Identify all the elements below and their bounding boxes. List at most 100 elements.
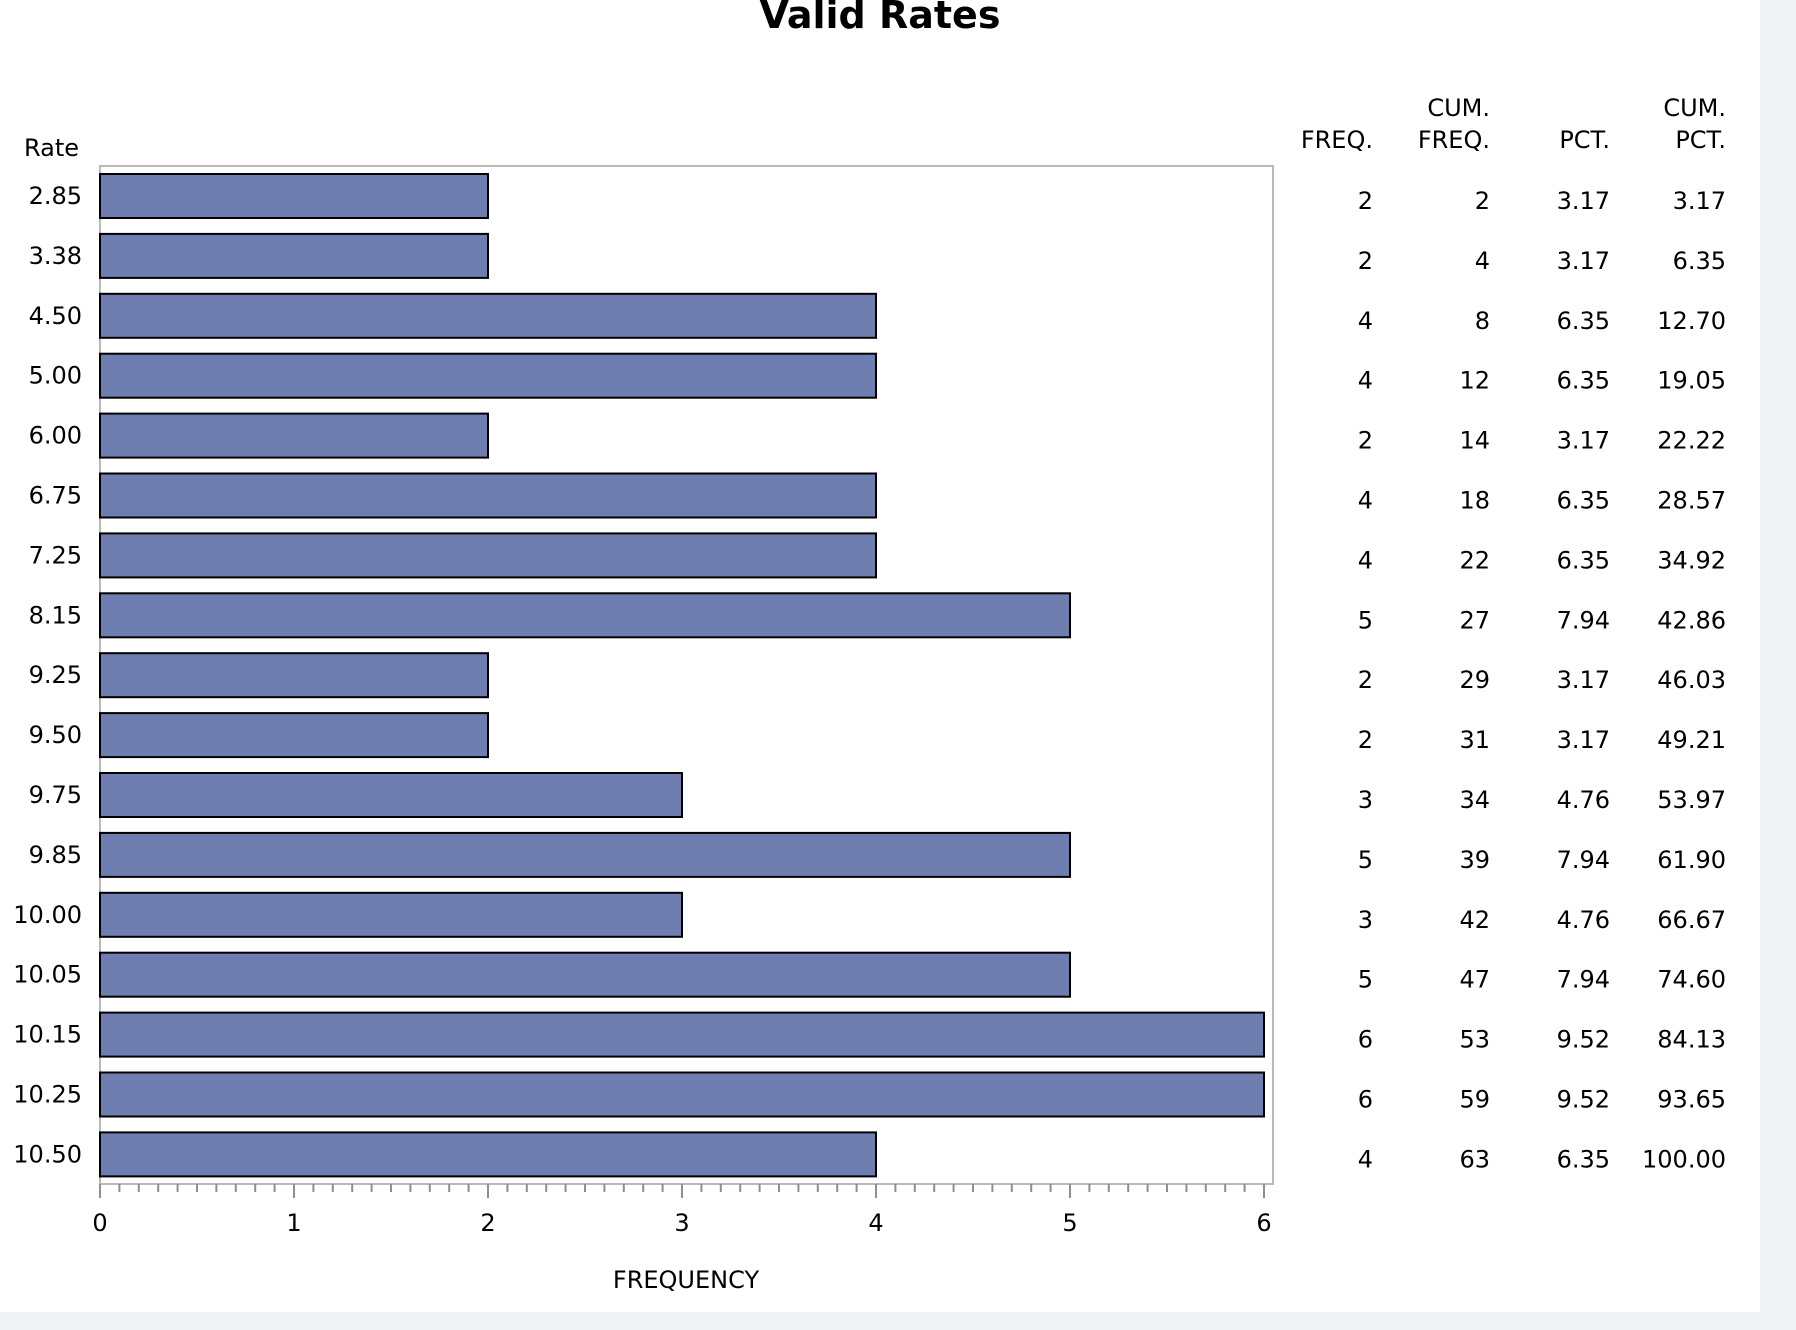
- x-tick-label: 4: [868, 1209, 883, 1237]
- table-cell: 9.52: [1557, 1086, 1610, 1114]
- x-tick-label: 5: [1062, 1209, 1077, 1237]
- table-header-bottom: PCT.: [1559, 126, 1610, 154]
- table-cell: 9.52: [1557, 1026, 1610, 1054]
- table-cell: 61.90: [1657, 846, 1726, 874]
- table-cell: 7.94: [1557, 846, 1610, 874]
- chart: Valid Rates Rate 2.85 3.38 4.50 5.00 6.00 6.7…: [13, 0, 1726, 1294]
- bar-9.25: [99, 652, 489, 699]
- category-label: 10.05: [13, 961, 82, 989]
- table-cell: 6.35: [1673, 247, 1726, 275]
- table-cell: 18: [1459, 487, 1490, 515]
- table-cell: 27: [1459, 606, 1490, 634]
- table-cell: 2: [1358, 247, 1373, 275]
- bar-9.50: [99, 712, 489, 759]
- table-cell: 4.76: [1557, 906, 1610, 934]
- bar-6.75: [99, 472, 877, 519]
- x-tick-label: 3: [674, 1209, 689, 1237]
- table-cell: 14: [1459, 427, 1490, 455]
- category-label: 7.25: [29, 541, 82, 569]
- bar-10.15: [99, 1011, 1265, 1058]
- table-cell: 4: [1358, 367, 1373, 395]
- table-cell: 3.17: [1557, 187, 1610, 215]
- x-tick-label: 0: [92, 1209, 107, 1237]
- table-cell: 5: [1358, 966, 1373, 994]
- table-cell: 66.67: [1657, 906, 1726, 934]
- category-label: 3.38: [29, 242, 82, 270]
- table-cell: 59: [1459, 1086, 1490, 1114]
- bar-10.00: [99, 891, 683, 938]
- table-cell: 53: [1459, 1026, 1490, 1054]
- table-body: 2 2 3.17 3.172 4 3.17 6.354 8 6.35 12.704 12 6.35 19…: [1358, 187, 1726, 1173]
- bar-5.00: [99, 352, 877, 399]
- table-cell: 6: [1358, 1086, 1373, 1114]
- table-cell: 7.94: [1557, 966, 1610, 994]
- bar-9.75: [99, 772, 683, 818]
- table-cell: 2: [1475, 187, 1490, 215]
- table-cell: 19.05: [1657, 367, 1726, 395]
- table-cell: 28.57: [1657, 487, 1726, 515]
- table-header-bottom: PCT.: [1675, 126, 1726, 154]
- category-label: 5.00: [29, 362, 82, 390]
- table-cell: 42: [1459, 906, 1490, 934]
- table-cell: 4: [1358, 1145, 1373, 1173]
- bar-3.38: [99, 232, 489, 279]
- table-cell: 3.17: [1557, 666, 1610, 694]
- table-cell: 46.03: [1657, 666, 1726, 694]
- table-cell: 22.22: [1657, 427, 1726, 455]
- bar-10.05: [99, 951, 1071, 998]
- table-cell: 5: [1358, 606, 1373, 634]
- bar-9.85: [99, 831, 1071, 878]
- category-labels-group: 2.85 3.38 4.50 5.00 6.00 6.75 7.25 8.15 9.25 9.50…: [13, 182, 82, 1168]
- x-tick-label: 2: [480, 1209, 495, 1237]
- y-axis-label: Rate: [24, 134, 79, 162]
- table-cell: 34: [1459, 786, 1490, 814]
- table-header-top: CUM.: [1427, 94, 1490, 122]
- category-label: 6.00: [29, 422, 82, 450]
- table-cell: 63: [1459, 1145, 1490, 1173]
- table-cell: 31: [1459, 726, 1490, 754]
- table-cell: 3.17: [1557, 247, 1610, 275]
- table-cell: 3.17: [1673, 187, 1726, 215]
- table-cell: 6.35: [1557, 367, 1610, 395]
- table-cell: 84.13: [1657, 1026, 1726, 1054]
- table-cell: 22: [1459, 546, 1490, 574]
- table-cell: 5: [1358, 846, 1373, 874]
- category-label: 9.75: [29, 781, 82, 809]
- table-cell: 12.70: [1657, 307, 1726, 335]
- table-cell: 4: [1358, 546, 1373, 574]
- table-cell: 6: [1358, 1026, 1373, 1054]
- category-label: 10.00: [13, 901, 82, 929]
- table-cell: 2: [1358, 666, 1373, 694]
- x-tick-label: 6: [1256, 1209, 1271, 1237]
- bar-4.50: [99, 292, 877, 339]
- table-cell: 3: [1358, 786, 1373, 814]
- table-cell: 29: [1459, 666, 1490, 694]
- bar-7.25: [99, 532, 877, 579]
- category-label: 9.85: [29, 841, 82, 869]
- table-cell: 6.35: [1557, 487, 1610, 515]
- table-cell: 53.97: [1657, 786, 1726, 814]
- x-tick-label: 1: [286, 1209, 301, 1237]
- table-cell: 4: [1475, 247, 1490, 275]
- bars-group: [99, 173, 1265, 1178]
- chart-canvas: Valid Rates Rate 2.85 3.38 4.50 5.00 6.00 6.7…: [0, 0, 1760, 1312]
- category-label: 6.75: [29, 482, 82, 510]
- category-label: 8.15: [29, 601, 82, 629]
- bar-2.85: [99, 173, 489, 219]
- category-label: 10.25: [13, 1081, 82, 1109]
- bar-6.00: [99, 412, 489, 459]
- table-cell: 3: [1358, 906, 1373, 934]
- table-cell: 6.35: [1557, 307, 1610, 335]
- bar-10.50: [99, 1131, 877, 1178]
- category-label: 9.25: [29, 661, 82, 689]
- table-cell: 74.60: [1657, 966, 1726, 994]
- table-cell: 2: [1358, 187, 1373, 215]
- table-cell: 12: [1459, 367, 1490, 395]
- table-cell: 4: [1358, 487, 1373, 515]
- table-cell: 42.86: [1657, 606, 1726, 634]
- table-cell: 8: [1475, 307, 1490, 335]
- table-cell: 7.94: [1557, 606, 1610, 634]
- x-tick-labels-group: 0 1 2 3 4 5 6: [92, 1209, 1271, 1237]
- category-label: 10.50: [13, 1140, 82, 1168]
- table-cell: 100.00: [1642, 1145, 1726, 1173]
